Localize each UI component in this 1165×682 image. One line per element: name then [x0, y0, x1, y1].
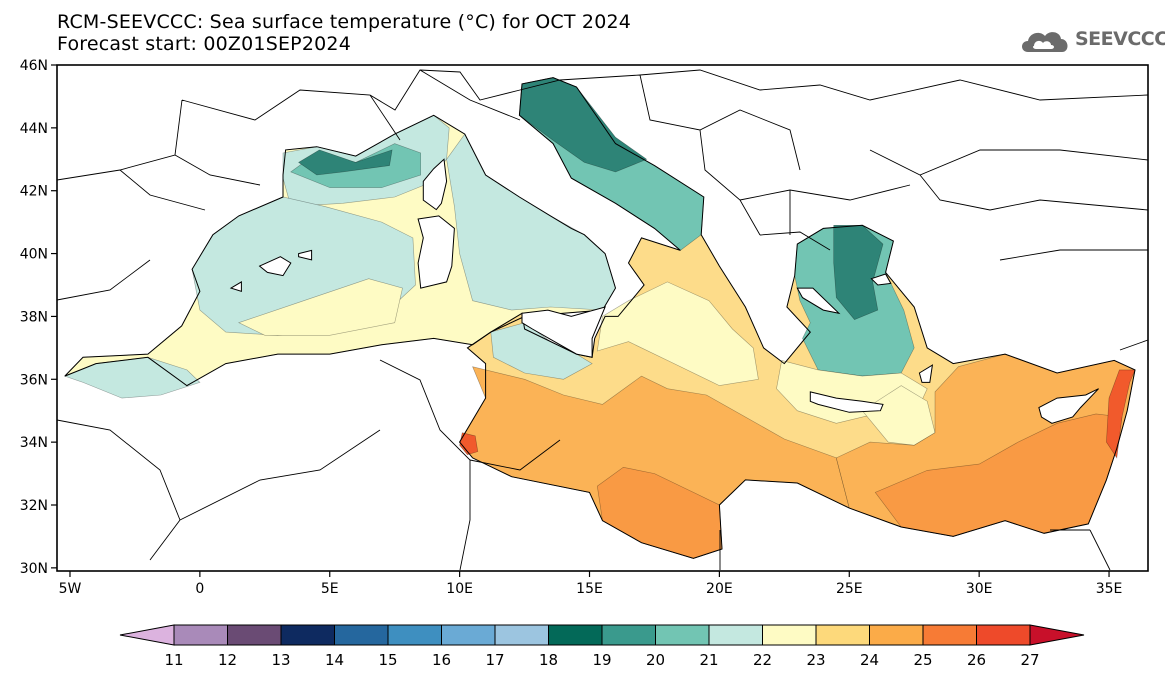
- colorbar-label: 21: [699, 651, 718, 669]
- colorbar-label: 12: [218, 651, 237, 669]
- colorbar-segment: [815, 624, 870, 646]
- colorbar-label: 26: [967, 651, 986, 669]
- colorbar-segment: [869, 624, 924, 646]
- sea-region-east-levantine-hot: [1106, 369, 1136, 459]
- colorbar-segment: [280, 624, 335, 646]
- lat-tick-label: 44N: [20, 121, 48, 137]
- country-borders: [56, 69, 1149, 571]
- sea-region-north-adriatic-cold: [519, 77, 648, 173]
- colorbar-label: 17: [485, 651, 504, 669]
- island-lesbos: [870, 273, 892, 286]
- colorbar-label: 15: [378, 651, 397, 669]
- logo-text: SEEVCCC: [1075, 28, 1165, 50]
- colorbar-segment: [762, 624, 817, 646]
- colorbar-segment: [173, 624, 228, 646]
- coastline-eastern-basin: [458, 77, 1136, 559]
- colorbar-segment: [922, 624, 977, 646]
- colorbar-label: 18: [539, 651, 558, 669]
- sea-temperature-field: [63, 77, 1136, 559]
- colorbar-label: 25: [913, 651, 932, 669]
- latitude-axis: 46N 44N 42N 40N 38N 36N 34N 32N 30N: [20, 58, 57, 577]
- lon-tick-label: 5W: [59, 581, 82, 597]
- colorbar-segment: [441, 624, 496, 646]
- colorbar-segment: [387, 624, 442, 646]
- forecast-start-subtitle: Forecast start: 00Z01SEP2024: [57, 33, 351, 55]
- lat-tick-label: 46N: [20, 58, 48, 74]
- lon-tick-label: 20E: [706, 581, 733, 597]
- colorbar-label: 11: [164, 651, 183, 669]
- island-rhodes: [918, 364, 934, 383]
- island-euboea: [796, 287, 841, 315]
- colorbar-segment: [227, 624, 282, 646]
- colorbar-under-arrow: [119, 624, 175, 646]
- colorbar-label: 22: [753, 651, 772, 669]
- lon-tick-label: 35E: [1096, 581, 1123, 597]
- colorbar-label: 24: [860, 651, 879, 669]
- colorbar-segment: [494, 624, 549, 646]
- colorbar-label: 14: [325, 651, 344, 669]
- map-title: RCM-SEEVCCC: Sea surface temperature (°C…: [57, 11, 632, 33]
- colorbar-label: 23: [806, 651, 825, 669]
- seevccc-logo: SEEVCCC: [1018, 22, 1165, 58]
- colorbar-label: 13: [271, 651, 290, 669]
- coastline-western-basin: [64, 114, 617, 387]
- colorbar-label: 27: [1020, 651, 1039, 669]
- lat-tick-label: 32N: [20, 498, 48, 514]
- colorbar-label: 16: [432, 651, 451, 669]
- longitude-axis: 5W 0 5E 10E 15E 20E 25E 30E 35E: [59, 571, 1123, 597]
- lat-tick-label: 42N: [20, 184, 48, 200]
- colorbar-segment: [708, 624, 763, 646]
- island-sicily: [521, 306, 606, 358]
- colorbar-over-arrow: [1029, 624, 1085, 646]
- lon-tick-label: 25E: [836, 581, 863, 597]
- lon-tick-label: 0: [195, 581, 204, 597]
- island-crete: [809, 391, 884, 413]
- lat-tick-label: 30N: [20, 561, 48, 577]
- map-frame: [56, 64, 1149, 572]
- temperature-colorbar: 11 12 13 14 15 16 17 18 19 20 21 22 23 24 25 26 27: [119, 624, 1085, 669]
- lat-tick-label: 40N: [20, 247, 48, 263]
- island-ibiza: [229, 281, 242, 292]
- sea-region-algerian-warm: [238, 278, 403, 336]
- colorbar-segment: [334, 624, 389, 646]
- island-menorca: [298, 249, 313, 261]
- island-sardinia: [417, 215, 455, 289]
- lon-tick-label: 15E: [576, 581, 603, 597]
- sea-region-gulf-of-lion-cold: [298, 149, 393, 176]
- lat-tick-label: 34N: [20, 435, 48, 451]
- lat-tick-label: 38N: [20, 309, 48, 325]
- lon-tick-label: 30E: [966, 581, 993, 597]
- colorbar-segment: [655, 624, 710, 646]
- lon-tick-label: 10E: [446, 581, 473, 597]
- cloud-icon: [1022, 32, 1068, 52]
- island-cyprus: [1038, 388, 1099, 424]
- lat-tick-label: 36N: [20, 372, 48, 388]
- colorbar-label: 19: [592, 651, 611, 669]
- sea-region-ionian-cool: [596, 281, 759, 386]
- island-corsica: [422, 158, 448, 211]
- lon-tick-label: 5E: [321, 581, 339, 597]
- sea-region-north-aegean-cold: [833, 225, 884, 320]
- sea-region-gulf-of-gabes-hot: [459, 432, 479, 456]
- colorbar-label: 20: [646, 651, 665, 669]
- island-mallorca: [258, 256, 292, 277]
- colorbar-segment: [976, 624, 1031, 646]
- colorbar-segment: [601, 624, 656, 646]
- colorbar-segment: [548, 624, 603, 646]
- border-lines: [56, 69, 1149, 571]
- islands: [229, 158, 1099, 424]
